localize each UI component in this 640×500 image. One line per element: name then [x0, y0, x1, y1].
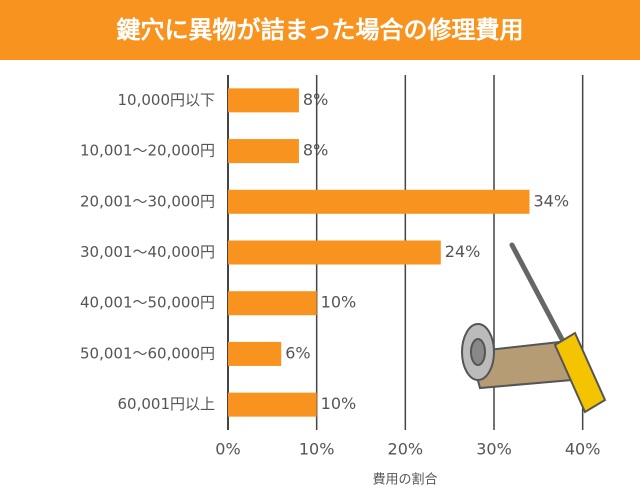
y-tick-label: 50,001〜60,000円	[80, 344, 215, 362]
bar	[228, 392, 317, 417]
x-axis-label: 費用の割合	[372, 472, 437, 488]
y-tick-label: 30,001〜40,000円	[80, 243, 215, 261]
value-label: 34%	[533, 191, 569, 210]
illustration	[461, 242, 607, 414]
screwdriver-handle	[553, 331, 607, 414]
x-tick-label: 10%	[299, 440, 335, 459]
value-label: 8%	[303, 90, 328, 109]
keyhole	[470, 338, 486, 366]
bar	[228, 189, 530, 214]
value-label: 6%	[285, 343, 310, 362]
y-tick-label: 10,001〜20,000円	[80, 142, 215, 160]
y-tick-label: 10,000円以下	[118, 91, 216, 109]
bar	[228, 291, 317, 316]
bar	[228, 341, 282, 366]
screwdriver-shaft	[509, 242, 568, 348]
value-label: 10%	[321, 394, 357, 413]
bar	[228, 139, 299, 164]
x-tick-label: 30%	[476, 440, 512, 459]
plot-area: 0% 10% 20% 30% 40% 費用の割合 10,000円以下 8% 10,001〜20,…	[80, 75, 600, 488]
x-tick-label: 20%	[388, 440, 424, 459]
bar	[228, 240, 441, 265]
title-banner	[0, 0, 640, 60]
chart-title: 鍵穴に異物が詰まった場合の修理費用	[116, 16, 523, 44]
x-tick-label: 40%	[565, 440, 601, 459]
value-label: 24%	[445, 242, 481, 261]
y-tick-label: 40,001〜50,000円	[80, 294, 215, 312]
y-tick-label: 60,001円以上	[118, 395, 216, 413]
y-tick-label: 20,001〜30,000円	[80, 192, 215, 210]
x-tick-label: 0%	[215, 440, 240, 459]
value-label: 10%	[321, 293, 357, 312]
value-label: 8%	[303, 141, 328, 160]
bar	[228, 88, 299, 113]
